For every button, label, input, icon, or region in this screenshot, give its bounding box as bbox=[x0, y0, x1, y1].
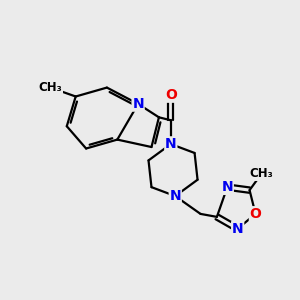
Text: O: O bbox=[250, 207, 262, 221]
Text: N: N bbox=[221, 180, 233, 194]
Text: N: N bbox=[132, 97, 144, 111]
Text: O: O bbox=[165, 88, 177, 102]
Text: N: N bbox=[232, 222, 244, 236]
Text: CH₃: CH₃ bbox=[250, 167, 273, 180]
Text: N: N bbox=[165, 137, 177, 151]
Text: N: N bbox=[169, 189, 181, 203]
Text: CH₃: CH₃ bbox=[39, 81, 62, 94]
